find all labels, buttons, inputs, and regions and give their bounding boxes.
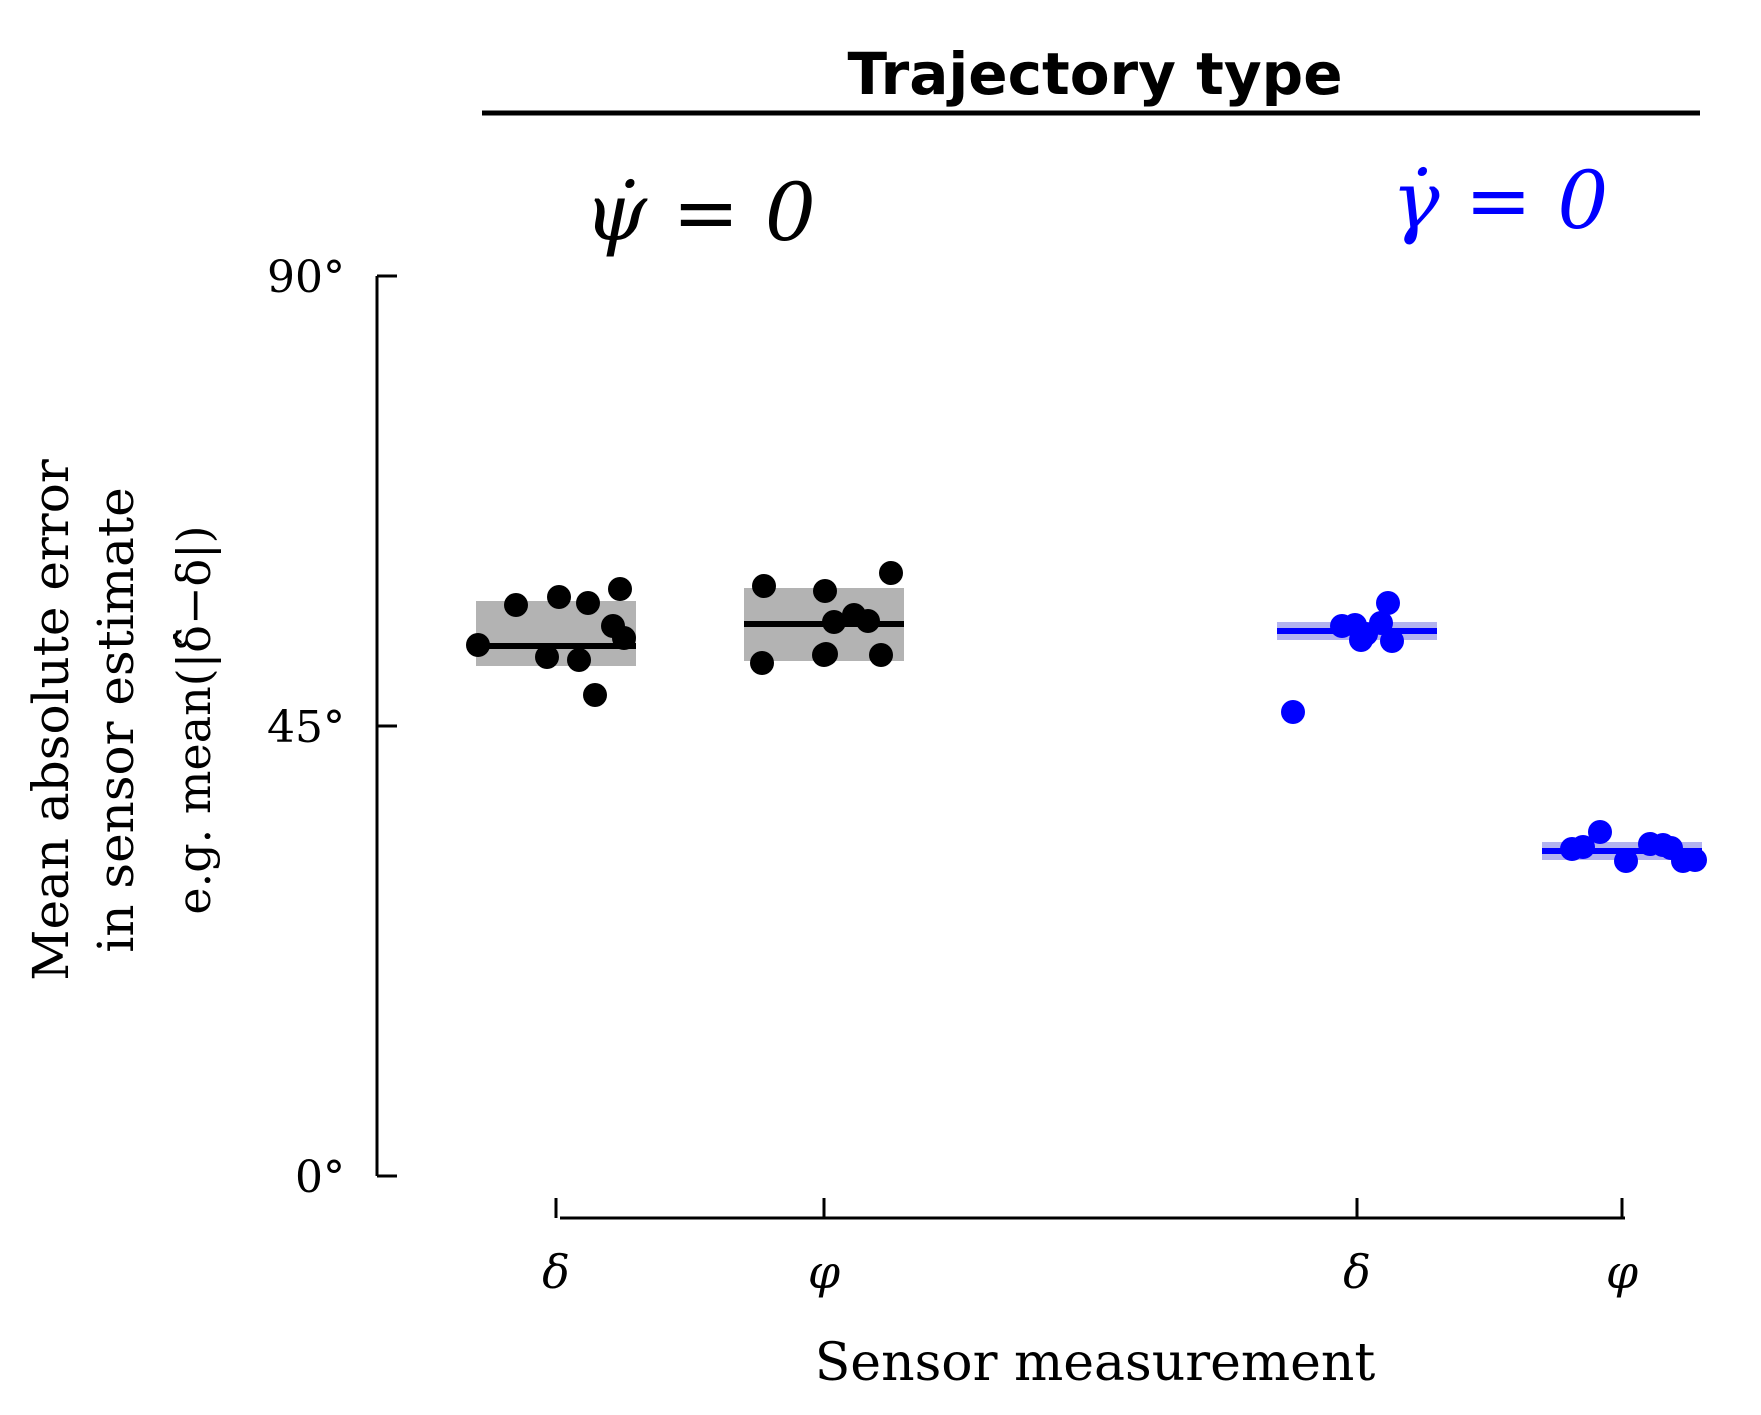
- data-point: [601, 614, 625, 638]
- data-point: [535, 645, 559, 669]
- data-point: [567, 648, 591, 672]
- data-point: [1571, 835, 1595, 859]
- y-axis-label-line-2: in sensor estimate: [87, 487, 145, 952]
- data-point: [856, 609, 880, 633]
- y-axis-label: Mean absolute error in sensor estimate e…: [22, 459, 221, 981]
- y-tick-label: 45°: [267, 702, 345, 753]
- y-ticks: 0° 45° 90°: [267, 252, 397, 1203]
- x-tick-label: φ: [808, 1245, 841, 1299]
- x-tick-label: δ: [542, 1245, 570, 1299]
- plot-area: [466, 561, 1707, 873]
- data-point: [1380, 629, 1404, 653]
- y-tick-label: 90°: [267, 252, 345, 303]
- x-tick-label: δ: [1343, 1245, 1371, 1299]
- data-point: [1281, 700, 1305, 724]
- data-point: [608, 577, 632, 601]
- data-point: [547, 585, 571, 609]
- data-point: [814, 642, 838, 666]
- x-tick-label: φ: [1606, 1245, 1639, 1299]
- data-point: [879, 561, 903, 585]
- data-point: [1369, 611, 1393, 635]
- data-point: [869, 643, 893, 667]
- group-label-psi: ψ̇ = 0: [584, 166, 816, 259]
- data-point: [466, 633, 490, 657]
- y-tick-label: 0°: [295, 1152, 345, 1203]
- data-point: [752, 574, 776, 598]
- y-axis-label-line-1: Mean absolute error: [22, 459, 80, 981]
- x-axis-label: Sensor measurement: [815, 1333, 1376, 1393]
- data-point: [750, 651, 774, 675]
- data-point: [576, 591, 600, 615]
- data-point: [1614, 849, 1638, 873]
- data-point: [1376, 591, 1400, 615]
- data-point: [813, 579, 837, 603]
- data-point: [583, 683, 607, 707]
- data-point: [504, 593, 528, 617]
- y-axis-label-line-3: e.g. mean(|δ̂−δ|): [167, 525, 221, 914]
- header-title: Trajectory type: [847, 40, 1342, 108]
- data-point: [1588, 820, 1612, 844]
- data-point: [1671, 849, 1695, 873]
- data-point: [822, 610, 846, 634]
- group-label-gamma: γ̇ = 0: [1392, 154, 1609, 247]
